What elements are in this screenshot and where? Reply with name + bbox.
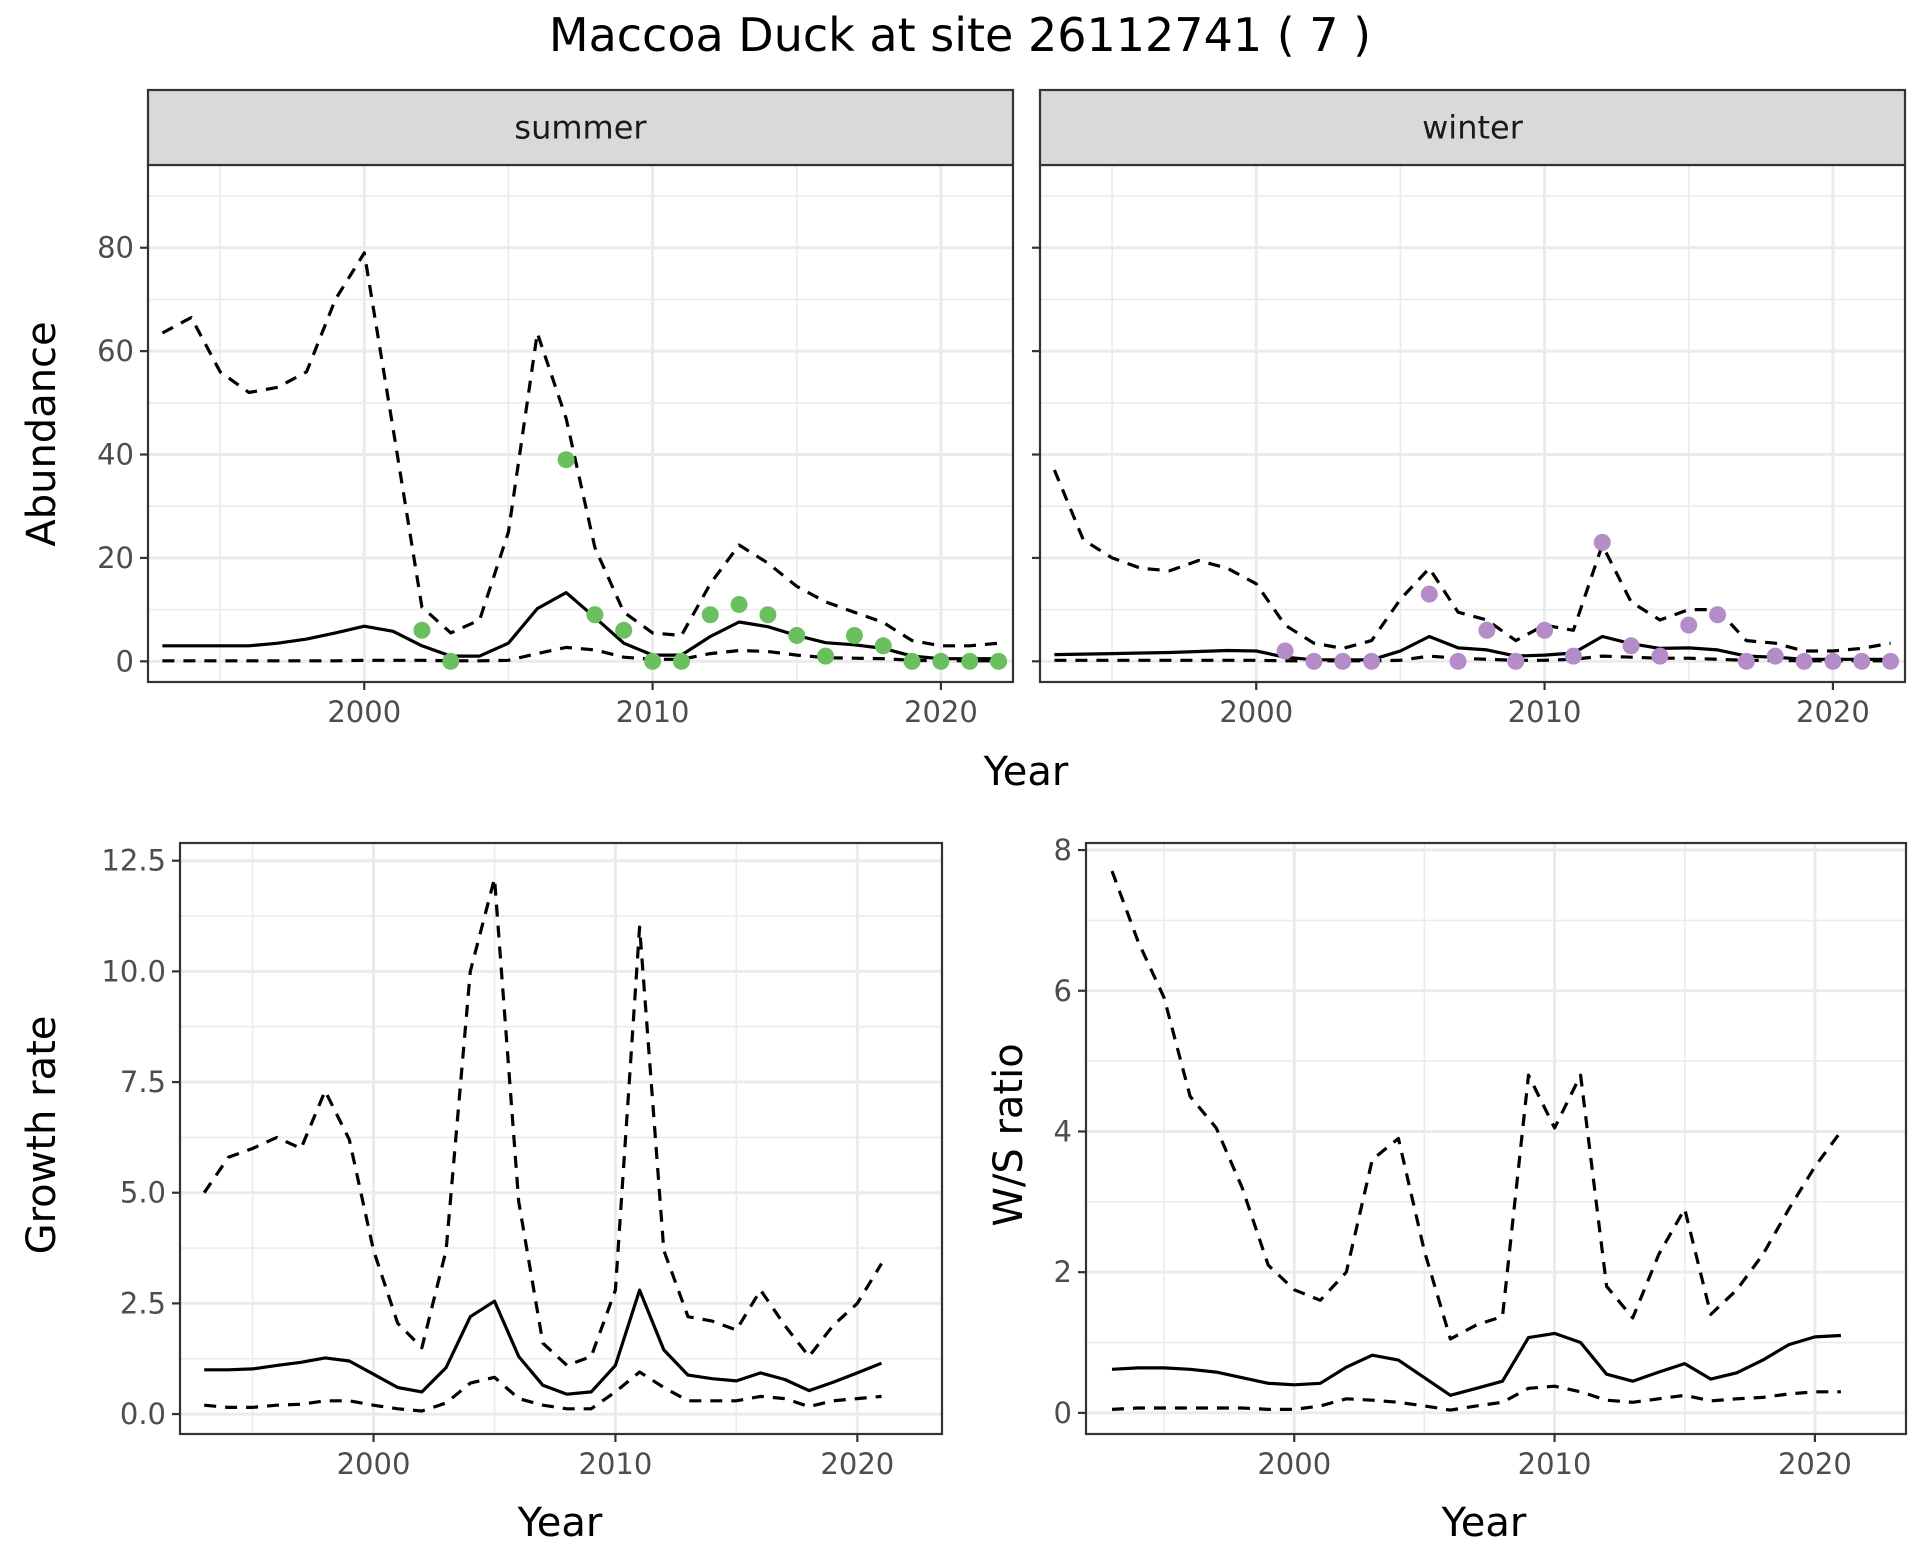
data-point (932, 652, 950, 670)
y-tick-label: 80 (97, 231, 134, 265)
data-point (759, 606, 777, 624)
facet-strip (146, 88, 1015, 167)
data-point (1564, 647, 1582, 665)
data-point (845, 626, 863, 644)
x-tick-label: 2000 (1257, 1447, 1331, 1481)
data-point (672, 652, 690, 670)
ratio-y-axis-title: W/S ratio (986, 1043, 1032, 1226)
x-tick-label: 2020 (904, 695, 978, 729)
data-point (1853, 652, 1871, 670)
data-point (1622, 637, 1640, 655)
data-point (701, 606, 719, 624)
x-tick-label: 2020 (1796, 695, 1870, 729)
x-tick-label: 2010 (616, 695, 690, 729)
abundance-winter-panel: winter 2000 2010 2020 (1032, 88, 1907, 729)
series-line-bound (1052, 469, 1891, 653)
series-line-bound (161, 251, 999, 648)
y-tick-label: 0.0 (120, 1397, 166, 1431)
x-tick-label: 2000 (337, 1447, 411, 1481)
data-point (644, 652, 662, 670)
facet-strip-label: winter (1422, 109, 1524, 147)
data-point (1795, 652, 1813, 670)
panel-border (1084, 841, 1908, 1436)
growth-rate-panel: 2000 2010 2020 0.0 2.5 5.0 7.5 10.0 12.5 (101, 841, 944, 1481)
abundance-x-axis-title: Year (983, 749, 1069, 795)
data-point (1536, 621, 1554, 639)
y-tick-label: 7.5 (120, 1065, 166, 1099)
y-tick-label: 12.5 (101, 844, 166, 878)
page-title: Maccoa Duck at site 26112741 ( 7 ) (548, 8, 1372, 62)
series-line-bound (202, 876, 883, 1367)
data-point (1334, 652, 1352, 670)
data-point (557, 451, 575, 469)
ws-ratio-panel: 2000 2010 2020 0 2 4 6 8 (1054, 833, 1908, 1481)
data-point (1478, 621, 1496, 639)
series-line-bound (1110, 870, 1843, 1341)
data-point (1449, 652, 1467, 670)
series-line-median (162, 591, 999, 661)
series-line-bound (162, 645, 999, 663)
data-point (586, 606, 604, 624)
abundance-y-axis-title: Abundance (19, 321, 65, 546)
series-line-median (1111, 1331, 1841, 1397)
y-tick-label: 10.0 (101, 954, 166, 988)
panel-border (178, 841, 944, 1436)
data-point (1363, 652, 1381, 670)
x-tick-label: 2000 (327, 695, 401, 729)
panel-background (1040, 165, 1905, 682)
y-tick-label: 20 (97, 541, 134, 575)
data-point (1709, 606, 1727, 624)
data-point (1276, 642, 1294, 660)
facet-strip-label: summer (514, 109, 647, 147)
series-line-bound (1111, 1384, 1841, 1412)
data-point (990, 652, 1008, 670)
y-tick-label: 5.0 (120, 1176, 166, 1210)
data-point (615, 621, 633, 639)
data-point (1766, 647, 1784, 665)
data-point (1882, 652, 1900, 670)
data-point (788, 626, 806, 644)
growth-y-axis-title: Growth rate (19, 1016, 65, 1255)
data-point (1824, 652, 1842, 670)
y-tick-label: 0 (116, 644, 134, 678)
data-point (1593, 533, 1611, 551)
data-point (903, 652, 921, 670)
panel-background (180, 843, 942, 1434)
data-point (413, 621, 431, 639)
y-tick-label: 6 (1054, 974, 1072, 1008)
series-line-median (204, 1288, 883, 1396)
data-point (961, 652, 979, 670)
data-point (1651, 647, 1669, 665)
data-point (1737, 652, 1755, 670)
ratio-x-axis-title: Year (1441, 1500, 1527, 1546)
data-point (1305, 652, 1323, 670)
facet-strip (1038, 88, 1907, 167)
x-tick-label: 2010 (1518, 1447, 1592, 1481)
data-point (874, 637, 892, 655)
x-tick-label: 2020 (1778, 1447, 1852, 1481)
y-tick-label: 2.5 (120, 1286, 166, 1320)
y-tick-label: 4 (1054, 1114, 1072, 1148)
data-point (730, 595, 748, 613)
x-tick-label: 2000 (1219, 695, 1293, 729)
y-tick-label: 8 (1054, 833, 1072, 867)
data-point (817, 647, 835, 665)
series-line-bound (204, 1370, 882, 1413)
data-point (1420, 585, 1438, 603)
x-tick-label: 2010 (579, 1447, 653, 1481)
y-tick-label: 40 (97, 438, 134, 472)
data-point (442, 652, 460, 670)
y-tick-label: 0 (1054, 1396, 1072, 1430)
y-tick-label: 2 (1054, 1255, 1072, 1289)
panel-background (148, 165, 1013, 682)
x-tick-label: 2010 (1508, 695, 1582, 729)
growth-x-axis-title: Year (517, 1500, 603, 1546)
panel-background (1086, 843, 1906, 1434)
data-point (1680, 616, 1698, 634)
y-tick-label: 60 (97, 334, 134, 368)
x-tick-label: 2020 (820, 1447, 894, 1481)
abundance-summer-panel: summer 2000 2010 2020 0 20 40 60 80 (97, 88, 1015, 729)
data-point (1507, 652, 1525, 670)
